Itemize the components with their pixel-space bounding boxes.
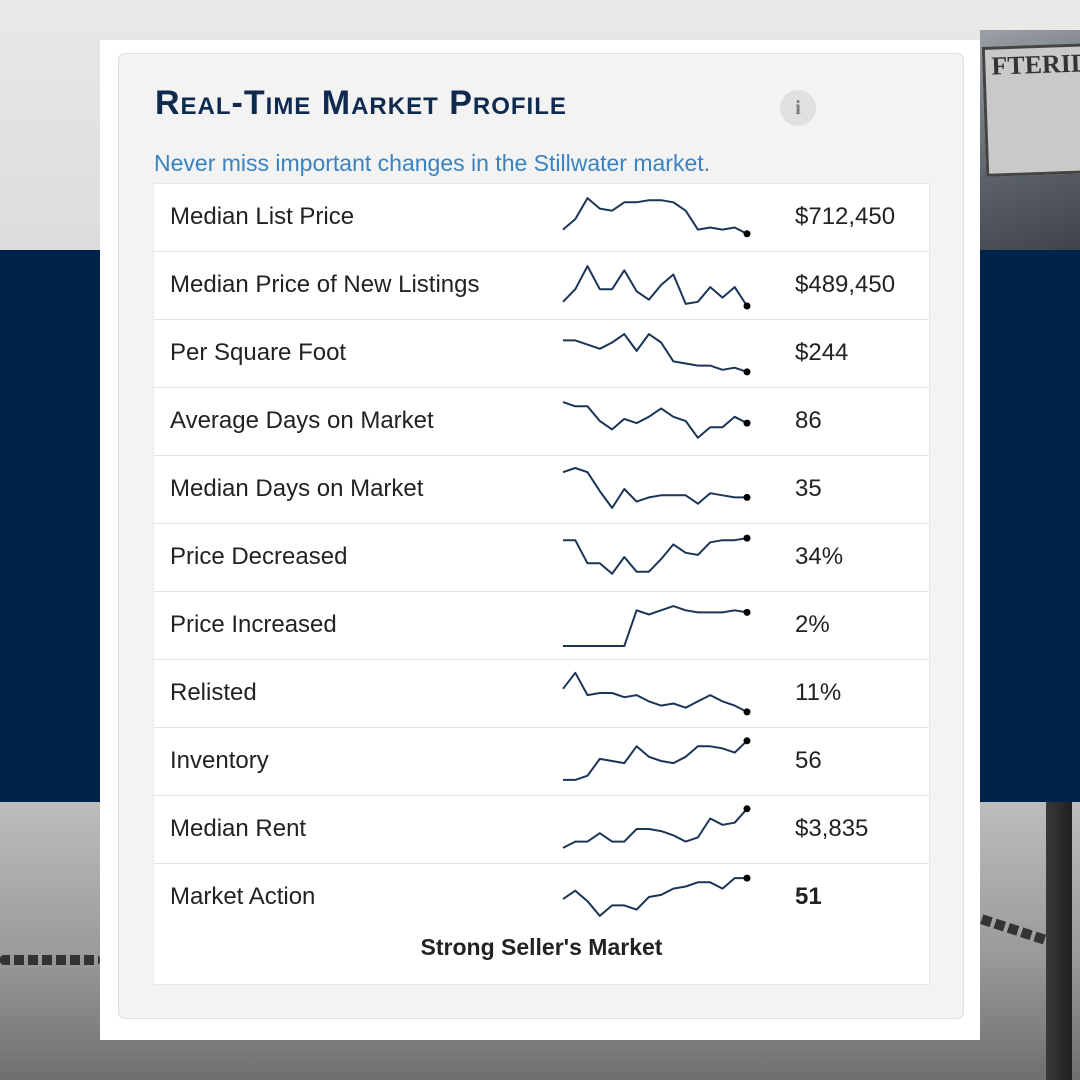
sparkline-end-dot bbox=[743, 874, 751, 882]
metric-label: Inventory bbox=[170, 747, 269, 774]
metric-label: Relisted bbox=[170, 679, 257, 706]
sparkline-path bbox=[563, 605, 748, 647]
metric-label: Per Square Foot bbox=[170, 339, 347, 366]
metric-value: 34% bbox=[795, 543, 844, 570]
trend-sparkline bbox=[562, 671, 751, 716]
metric-row: Market Action 51 bbox=[154, 864, 929, 932]
trend-sparkline bbox=[563, 333, 751, 376]
metric-value: $712,450 bbox=[795, 203, 896, 230]
metric-row: Median Price of New Listings $489,450 bbox=[154, 252, 929, 320]
trend-sparkline bbox=[563, 737, 751, 781]
sparkline-end-dot bbox=[743, 493, 751, 501]
sparkline-path bbox=[562, 877, 747, 917]
panel-title: Real-Time Market Profile bbox=[155, 84, 567, 122]
metric-row: Price Increased 2% bbox=[154, 592, 929, 660]
sparkline-path bbox=[562, 808, 748, 849]
metric-row: Median Days on Market 35 bbox=[154, 456, 929, 524]
sparkline-end-dot bbox=[743, 737, 751, 745]
trend-sparkline bbox=[562, 265, 751, 310]
trend-sparkline bbox=[563, 605, 751, 647]
metric-label: Price Increased bbox=[170, 611, 337, 638]
metric-row: Median Rent $3,835 bbox=[154, 796, 929, 864]
metric-row: Inventory 56 bbox=[154, 728, 929, 796]
metric-value: 86 bbox=[795, 407, 822, 434]
metric-value: 2% bbox=[795, 611, 830, 638]
trend-sparkline bbox=[562, 401, 751, 439]
metric-label: Median Days on Market bbox=[170, 475, 424, 502]
sparkline-path bbox=[562, 265, 748, 307]
metric-row: Median List Price $712,450 bbox=[154, 184, 929, 252]
sparkline-end-dot bbox=[743, 302, 751, 310]
metric-value: 51 bbox=[795, 883, 822, 910]
sparkline-end-dot bbox=[743, 534, 751, 542]
sparkline-path bbox=[562, 467, 747, 509]
sparkline-path bbox=[562, 671, 748, 713]
metric-label: Median Price of New Listings bbox=[170, 271, 480, 298]
trend-sparkline bbox=[562, 874, 751, 917]
panel-subtitle: Never miss important changes in the Stil… bbox=[154, 150, 711, 176]
trend-sparkline bbox=[562, 467, 751, 509]
background-post bbox=[1046, 802, 1072, 1080]
metric-row: Average Days on Market 86 bbox=[154, 388, 929, 456]
sparkline-end-dot bbox=[743, 419, 751, 427]
trend-sparkline bbox=[562, 197, 751, 238]
background-sign: FTERID TO HE ON RE bbox=[981, 43, 1080, 177]
metric-value: $244 bbox=[795, 339, 849, 366]
market-status: Strong Seller's Market bbox=[420, 934, 663, 960]
sparkline-path bbox=[562, 401, 748, 439]
metric-row: Per Square Foot $244 bbox=[154, 320, 929, 388]
metric-label: Price Decreased bbox=[170, 543, 348, 570]
metric-label: Median List Price bbox=[170, 203, 355, 230]
trend-sparkline bbox=[562, 805, 751, 849]
metric-row: Relisted 11% bbox=[154, 660, 929, 728]
background-chain-left bbox=[0, 955, 100, 965]
metric-label: Market Action bbox=[170, 883, 316, 910]
sparkline-path bbox=[563, 537, 748, 575]
metric-row: Price Decreased 34% bbox=[154, 524, 929, 592]
sparkline-end-dot bbox=[743, 805, 751, 813]
sparkline-end-dot bbox=[743, 230, 751, 238]
sparkline-path bbox=[562, 197, 748, 235]
sparkline-path bbox=[563, 740, 748, 781]
sparkline-end-dot bbox=[743, 368, 751, 376]
metric-value: 11% bbox=[795, 679, 842, 706]
metric-label: Average Days on Market bbox=[170, 407, 434, 434]
metric-value: 56 bbox=[795, 747, 822, 774]
sparkline-path bbox=[563, 333, 748, 373]
metric-label: Median Rent bbox=[170, 815, 307, 842]
metrics-table: Strong Seller's Market Median List Price… bbox=[153, 183, 930, 985]
info-icon[interactable]: i bbox=[780, 90, 816, 126]
metric-value: $489,450 bbox=[795, 271, 896, 298]
sparkline-end-dot bbox=[743, 608, 751, 616]
metric-value: 35 bbox=[795, 475, 822, 502]
sparkline-end-dot bbox=[743, 708, 751, 716]
trend-sparkline bbox=[563, 534, 751, 575]
metric-value: $3,835 bbox=[795, 815, 869, 842]
